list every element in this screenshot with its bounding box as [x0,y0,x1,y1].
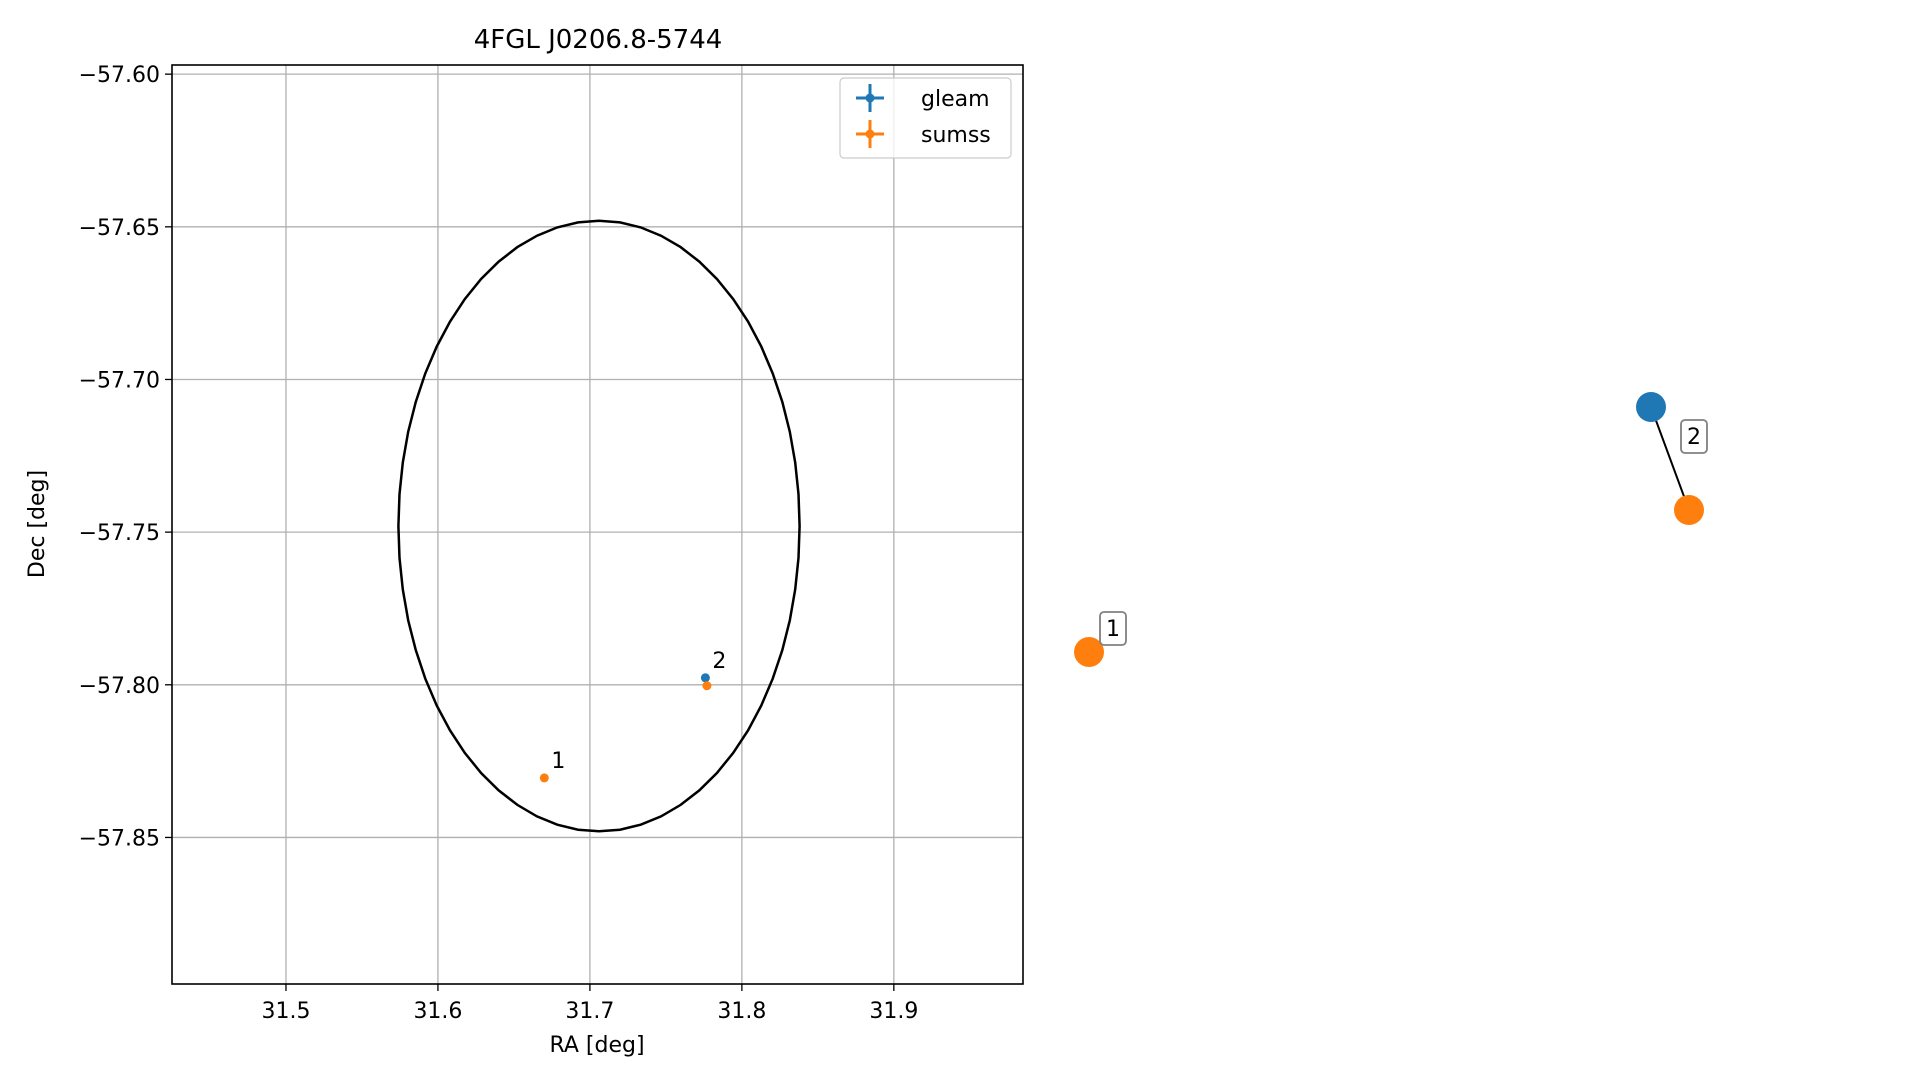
legend-dot [865,93,875,103]
x-tick-label-4: 31.9 [869,999,918,1024]
legend-entry-gleam: gleam [856,84,990,112]
x-tick-label-3: 31.8 [717,999,766,1024]
point-sumss-1 [539,773,549,783]
node-label-1-box [1099,611,1127,646]
legend-marker-gleam [856,84,884,112]
y-tick-label-3: −57.75 [79,521,160,546]
point-gleam-1 [700,673,710,683]
annotation-1: 1 [551,749,565,774]
point-annotations: 12 [551,649,726,774]
data-points [539,673,712,783]
y-tick-label-2: −57.70 [79,368,160,393]
x-axis-label: RA [deg] [549,1033,644,1058]
match-diagram: 2 1 [1074,392,1708,667]
node-gleam-2 [1636,392,1666,422]
localization-ellipse-outline [397,219,801,833]
x-axis-ticks: 31.5 31.6 31.7 31.8 31.9 [261,984,918,1024]
edge-label-2-text: 2 [1687,425,1701,450]
legend: gleam sumss [839,77,1012,159]
node-label-1: 1 [1099,611,1127,646]
legend-label-sumss: sumss [921,123,991,148]
y-axis-ticks: −57.60 −57.65 −57.70 −57.75 −57.80 −57.85 [79,63,172,851]
x-tick-label-1: 31.6 [413,999,462,1024]
y-tick-label-4: −57.80 [79,674,160,699]
y-tick-label-5: −57.85 [79,826,160,851]
legend-dot [865,129,875,139]
y-axis-label: Dec [deg] [25,470,50,578]
edge-label-2-box [1680,419,1708,454]
legend-entry-sumss: sumss [856,120,991,148]
sky-position-chart: 4FGL J0206.8-5744 12 31.5 31.6 31.7 31.8 31.… [25,25,1024,1058]
legend-marker-sumss [856,120,884,148]
x-tick-label-0: 31.5 [261,999,310,1024]
y-tick-label-0: −57.60 [79,63,160,88]
chart-title: 4FGL J0206.8-5744 [474,25,723,55]
node-sumss-1 [1074,637,1104,667]
annotation-2: 2 [712,649,726,674]
legend-label-gleam: gleam [921,87,990,112]
localization-ellipse [397,219,801,833]
grid [172,65,1023,984]
node-label-1-text: 1 [1106,617,1120,642]
node-sumss-2 [1674,495,1704,525]
edge-label-2: 2 [1680,419,1708,454]
point-sumss-2 [702,681,712,691]
x-tick-label-2: 31.7 [565,999,614,1024]
plot-frame [171,64,1024,985]
match-edge-2 [1650,406,1690,511]
y-tick-label-1: −57.65 [79,216,160,241]
